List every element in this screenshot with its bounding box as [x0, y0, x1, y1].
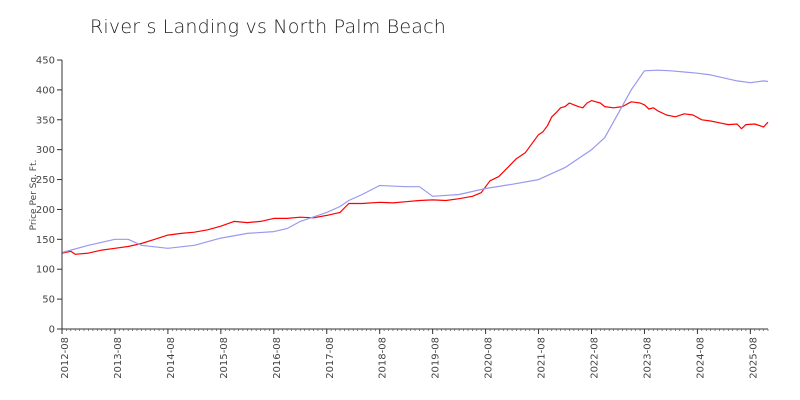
- series-line-1: [61, 100, 769, 255]
- x-tick-label: 2024-08: [695, 337, 706, 379]
- y-tick-label: 300: [36, 145, 55, 156]
- x-tick-label: 2016-08: [272, 337, 283, 379]
- series-line-2: [61, 69, 769, 254]
- x-tick-label: 2023-08: [642, 337, 653, 379]
- y-tick-label: 100: [36, 265, 55, 276]
- y-tick-label: 250: [36, 175, 55, 186]
- y-tick-label: 0: [49, 325, 55, 336]
- chart-title: River s Landing vs North Palm Beach: [90, 16, 446, 38]
- x-tick-label: 2019-08: [431, 337, 442, 379]
- x-tick-label: 2013-08: [113, 337, 124, 379]
- y-tick-label: 200: [36, 205, 55, 216]
- x-tick-label: 2022-08: [590, 337, 601, 379]
- x-axis: 2012-08 2013-08 2014-08 2015-08 2016-08 2017-…: [60, 328, 769, 379]
- x-tick-label: 2018-08: [378, 337, 389, 379]
- chart-plot-area: [61, 69, 769, 255]
- x-tick-label: 2021-08: [537, 337, 548, 379]
- y-tick-label: 400: [36, 85, 55, 96]
- y-tick-label: 50: [42, 295, 55, 306]
- x-tick-label: 2020-08: [484, 337, 495, 379]
- x-tick-label: 2012-08: [60, 337, 71, 379]
- y-tick-label: 350: [36, 115, 55, 126]
- x-tick-label: 2014-08: [166, 337, 177, 379]
- x-tick-label: 2025-08: [748, 337, 759, 379]
- x-tick-label: 2015-08: [219, 337, 230, 379]
- y-axis-title: Price Per Sq. Ft.: [29, 160, 39, 231]
- y-axis: 0 50 100 150 200 250 300 350 400 450: [36, 56, 63, 336]
- y-tick-label: 150: [36, 235, 55, 246]
- y-tick-label: 450: [36, 56, 55, 67]
- x-tick-label: 2017-08: [325, 337, 336, 379]
